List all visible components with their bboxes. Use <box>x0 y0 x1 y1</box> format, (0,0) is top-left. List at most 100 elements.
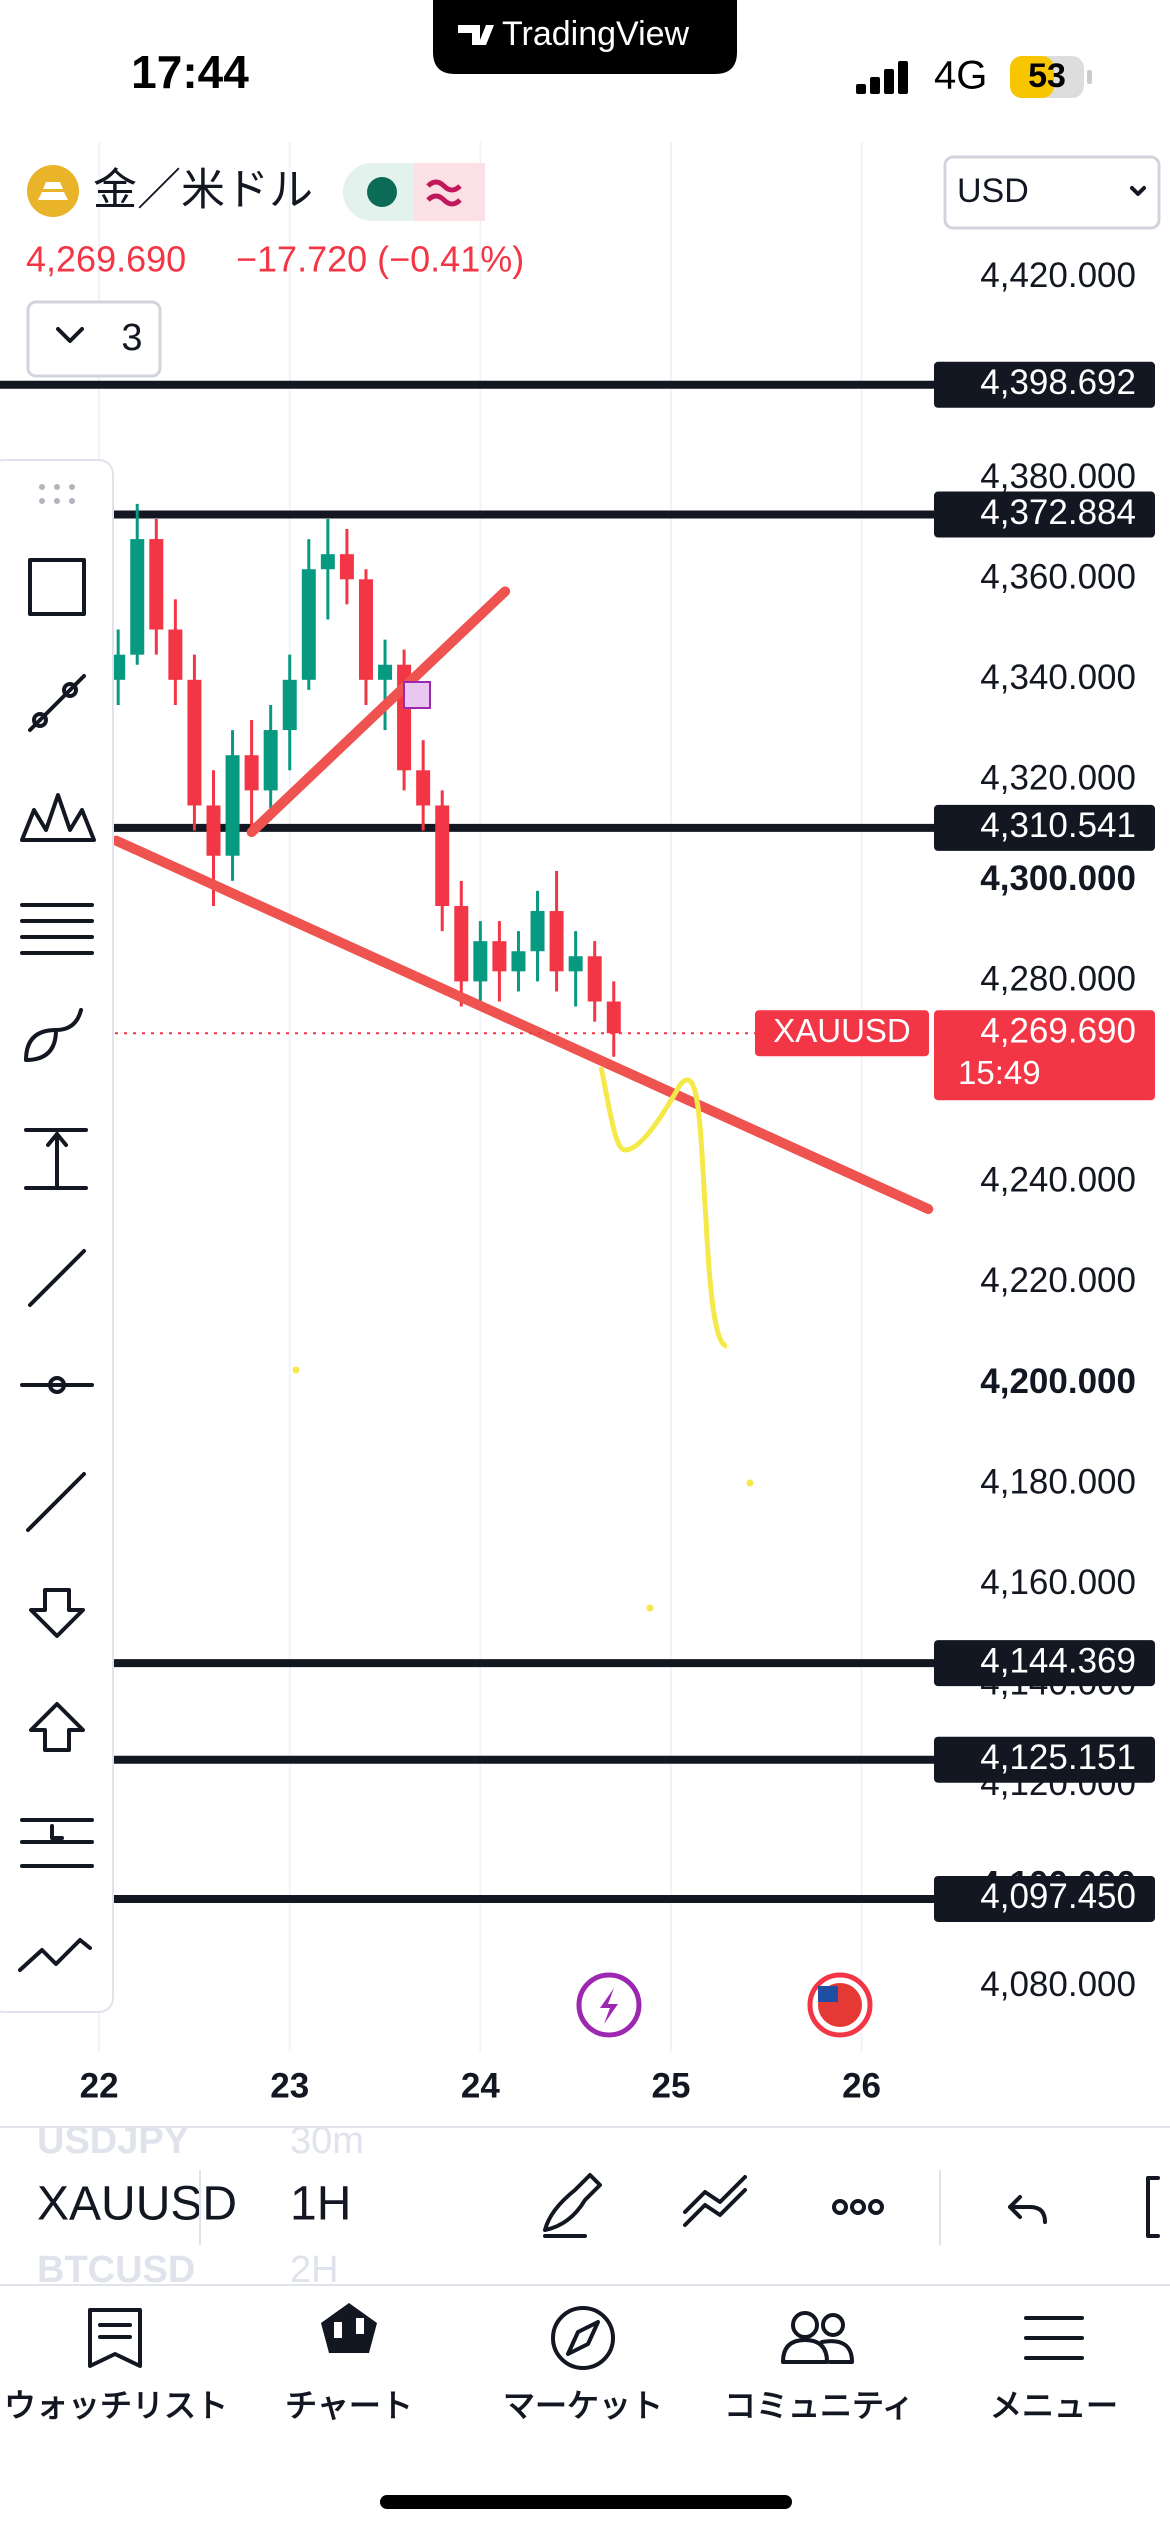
candle-body <box>358 579 373 680</box>
candle-body <box>130 539 145 655</box>
candle-body <box>473 941 488 982</box>
y-tick-label: 4,300.000 <box>980 859 1136 898</box>
market-open-dot <box>367 177 397 207</box>
nav-label[interactable]: マーケット <box>503 2387 663 2423</box>
nav-label[interactable]: チャート <box>285 2387 413 2423</box>
delay-icon <box>426 179 462 207</box>
home-indicator <box>380 2495 792 2509</box>
status-time: 17:44 <box>131 46 249 98</box>
level-label-box <box>934 1736 1155 1783</box>
level-label: 4,144.369 <box>980 1641 1136 1680</box>
y-tick-label: 4,200.000 <box>980 1362 1136 1401</box>
candle-body <box>454 906 469 982</box>
symbol-label-box <box>755 1010 929 1057</box>
tools[interactable] <box>18 558 96 1972</box>
undo[interactable] <box>1008 2195 1047 2224</box>
level-label-box <box>934 491 1155 538</box>
price-label-box <box>934 1010 1155 1101</box>
x-tick-label: 24 <box>461 2066 500 2105</box>
battery-level <box>1010 56 1054 98</box>
layers-button[interactable] <box>26 300 162 378</box>
interval: 30m <box>290 2120 364 2162</box>
candle-body <box>225 755 240 856</box>
y-tick-label: 4,320.000 <box>980 759 1136 798</box>
level-label-box <box>934 804 1155 851</box>
candle-body <box>244 755 259 791</box>
candle-body <box>416 770 431 806</box>
symbol: USDJPY <box>37 2120 189 2162</box>
y-tick-label: 4,360.000 <box>980 558 1136 597</box>
level-label: 4,097.450 <box>980 1877 1136 1916</box>
x-tick-label: 26 <box>842 2066 881 2105</box>
candle-body <box>511 951 526 972</box>
candle-body <box>282 679 297 731</box>
drag-handle <box>39 484 75 504</box>
level-label: 4,372.884 <box>980 493 1136 532</box>
candle-body <box>320 554 335 570</box>
candle-body <box>530 911 545 952</box>
nav-label[interactable]: コミュニティ <box>724 2387 914 2423</box>
signal-icon <box>856 61 908 94</box>
indicators[interactable] <box>683 2175 747 2227</box>
candle-body <box>149 539 164 630</box>
freehand-drawing <box>598 1066 728 1349</box>
nav-icons <box>88 2303 1084 2370</box>
level-label: 4,310.541 <box>980 806 1136 845</box>
pen-tool[interactable] <box>543 2173 602 2238</box>
currency-select[interactable] <box>943 155 1161 230</box>
y-tick-label: 4,180.000 <box>980 1462 1136 1501</box>
level-label-box <box>934 1875 1155 1922</box>
app-title: TradingView <box>502 15 690 53</box>
lightning <box>600 1988 618 2024</box>
price-label: 4,269.690 <box>980 1011 1136 1050</box>
fullscreen[interactable] <box>1146 2176 1160 2238</box>
symbol-icon <box>27 165 79 217</box>
battery-percent: 53 <box>1028 57 1066 95</box>
y-tick-label: 4,160.000 <box>980 1563 1136 1602</box>
chart-layer: 22 23 24 25 26 <box>0 142 934 2105</box>
y-tick-label: 4,340.000 <box>980 658 1136 697</box>
nav-labels: ウォッチリスト チャート マーケット コミュニティ メニュー <box>4 2387 1118 2423</box>
level-label: 4,125.151 <box>980 1738 1136 1777</box>
nav-label[interactable]: ウォッチリスト <box>4 2387 228 2423</box>
chevron <box>1130 186 1146 196</box>
level-label-box <box>934 1640 1155 1687</box>
level-label-box <box>934 361 1155 408</box>
candle-body <box>168 629 183 680</box>
x-tick-label: 25 <box>651 2066 690 2105</box>
x-tick-label: 22 <box>80 2066 119 2105</box>
currency: USD <box>957 172 1029 210</box>
candle-body <box>339 554 354 580</box>
candle-body <box>492 941 507 972</box>
x-tick-label: 23 <box>270 2066 309 2105</box>
symbol-label: XAUUSD <box>773 1012 911 1049</box>
header-price: 4,269.690 <box>26 239 186 280</box>
header-change: −17.720 (−0.41%) <box>236 239 524 280</box>
more[interactable] <box>832 2199 884 2215</box>
candle-body <box>301 569 316 680</box>
network-type: 4G <box>934 54 987 98</box>
candle-body <box>206 805 221 856</box>
anchor-handle[interactable] <box>403 681 431 709</box>
dot <box>646 1604 654 1612</box>
symbol[interactable]: XAUUSD <box>37 2178 237 2231</box>
symbol-name: 金／米ドル <box>93 166 313 215</box>
layers-count: 3 <box>121 317 142 359</box>
countdown: 15:49 <box>958 1054 1041 1091</box>
candle-body <box>549 911 564 972</box>
y-tick-label: 4,420.000 <box>980 256 1136 295</box>
interval[interactable]: 1H <box>290 2178 351 2231</box>
dot <box>746 1479 754 1487</box>
chevron <box>56 327 84 343</box>
tv-logo <box>458 25 494 45</box>
candle-body <box>263 730 278 791</box>
y-tick-label: 4,080.000 <box>980 1965 1136 2004</box>
candle-body <box>378 664 393 680</box>
candle-body <box>187 679 202 806</box>
gold-bars <box>38 182 68 200</box>
nav-label[interactable]: メニュー <box>990 2387 1118 2423</box>
candle-body <box>606 1001 621 1034</box>
y-tick-label: 4,280.000 <box>980 960 1136 999</box>
